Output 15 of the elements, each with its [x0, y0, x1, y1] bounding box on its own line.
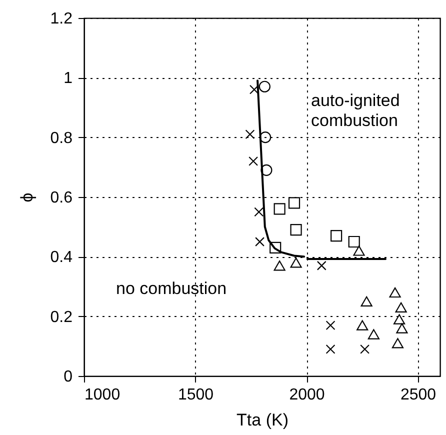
x-tick-label: 2500: [400, 386, 436, 404]
annotation: auto-ignited combustion: [311, 91, 400, 130]
y-tick-label: 0: [64, 368, 73, 386]
y-tick-label: 0.8: [50, 130, 73, 147]
x-tick-label: 1500: [178, 386, 214, 404]
y-tick-label: 1.2: [50, 10, 73, 28]
y-tick-label: 0.2: [50, 308, 73, 326]
y-axis-title: ϕ: [17, 192, 36, 202]
x-axis-title: Tta (K): [236, 410, 288, 430]
y-tick-label: 0.6: [50, 190, 73, 206]
x-tick-label: 2000: [289, 386, 325, 404]
y-tick-label: 1: [64, 70, 73, 88]
y-tick-label: 0.4: [50, 249, 73, 266]
x-tick-label: 1000: [84, 386, 120, 404]
annotation: no combustion: [116, 279, 227, 298]
